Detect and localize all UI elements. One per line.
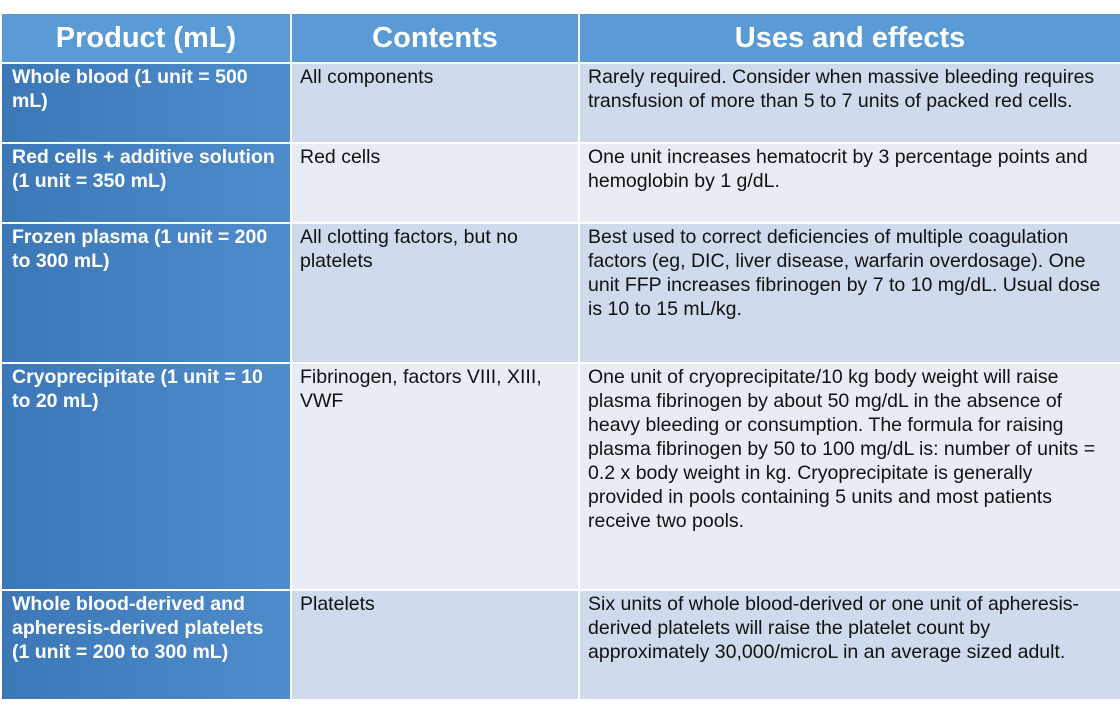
product-cell: Whole blood-derived and apheresis-derive…: [0, 589, 292, 701]
table-row: Red cells + additive solution (1 unit = …: [0, 142, 1120, 224]
contents-cell: All clotting factors, but no platelets: [290, 222, 580, 364]
table-container: Product (mL) Contents Uses and effects Who…: [0, 12, 1120, 701]
header-row: Product (mL) Contents Uses and effects: [0, 12, 1120, 64]
contents-cell: Platelets: [290, 589, 580, 701]
contents-cell: Fibrinogen, factors VIII, XIII, VWF: [290, 362, 580, 591]
uses-cell: Six units of whole blood-derived or one …: [578, 589, 1120, 701]
product-cell: Cryoprecipitate (1 unit = 10 to 20 mL): [0, 362, 292, 591]
header-cell: Product (mL): [0, 12, 292, 64]
uses-cell: Rarely required. Consider when massive b…: [578, 62, 1120, 144]
table-body: Whole blood (1 unit = 500 mL) All compone…: [0, 62, 1120, 701]
product-cell: Whole blood (1 unit = 500 mL): [0, 62, 292, 144]
uses-cell: Best used to correct deficiencies of mul…: [578, 222, 1120, 364]
table: Product (mL) Contents Uses and effects Who…: [0, 12, 1120, 701]
product-cell: Red cells + additive solution (1 unit = …: [0, 142, 292, 224]
table-row: Whole blood-derived and apheresis-derive…: [0, 589, 1120, 701]
contents-cell: Red cells: [290, 142, 580, 224]
uses-cell: One unit increases hematocrit by 3 perce…: [578, 142, 1120, 224]
uses-cell: One unit of cryoprecipitate/10 kg body w…: [578, 362, 1120, 591]
contents-cell: All components: [290, 62, 580, 144]
product-cell: Frozen plasma (1 unit = 200 to 300 mL): [0, 222, 292, 364]
table-row: Cryoprecipitate (1 unit = 10 to 20 mL) Fi…: [0, 362, 1120, 591]
table-row: Frozen plasma (1 unit = 200 to 300 mL) Al…: [0, 222, 1120, 364]
header-cell: Uses and effects: [578, 12, 1120, 64]
header-cell: Contents: [290, 12, 580, 64]
table-row: Whole blood (1 unit = 500 mL) All compone…: [0, 62, 1120, 144]
